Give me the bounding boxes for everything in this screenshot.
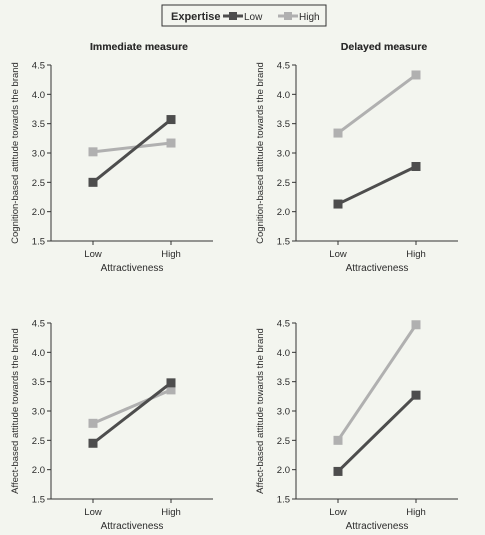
data-point-low: [166, 115, 176, 125]
chart-panel-1: Immediate measure 1.5 2.0 2.5 3.0 3.5 4.0 4.5 Lo…: [10, 41, 213, 274]
y-tick-label: 3.0: [277, 149, 290, 160]
x-axis-label: Attractiveness: [346, 521, 409, 532]
series-line-high: [336, 323, 418, 442]
data-point-low: [88, 438, 98, 448]
legend: Expertise Low High: [161, 4, 327, 27]
data-point-low: [411, 161, 421, 171]
series-line-low: [337, 165, 417, 206]
y-tick-label: 1.5: [277, 495, 290, 506]
data-point-low: [411, 390, 421, 400]
y-tick-label: 2.0: [32, 465, 45, 476]
chart-panel-2: Delayed measure 1.5 2.0 2.5 3.0 3.5 4.0 4.5 Low H…: [255, 41, 458, 274]
legend-item-high: High: [278, 12, 320, 23]
data-point-high: [88, 147, 98, 157]
chart-panel-4: Delayed measure 1.5 2.0 2.5 3.0 3.5 4.0 4.5 Low H…: [255, 41, 458, 532]
panel-title: Delayed measure: [341, 41, 428, 53]
series-line-low: [92, 381, 172, 445]
y-tick-label: 3.0: [277, 407, 290, 418]
data-point-high: [333, 128, 343, 138]
chart-panel-3: Immediate measure 1.5 2.0 2.5 3.0 3.5 4.0 4.5 Lo…: [10, 41, 213, 532]
legend-label-low: Low: [244, 12, 263, 23]
x-tick-label: High: [406, 249, 426, 260]
panel-title: Immediate measure: [90, 41, 188, 53]
x-axis-label: Attractiveness: [101, 521, 164, 532]
x-tick-label: High: [406, 507, 426, 518]
y-tick-label: 2.5: [277, 436, 290, 447]
x-tick-label: Low: [329, 507, 347, 518]
y-tick-label: 2.0: [32, 207, 45, 218]
panel-title: Immediate measure: [90, 41, 188, 53]
data-point-high: [411, 70, 421, 80]
x-tick-label: Low: [84, 507, 102, 518]
legend-title: Expertise: [171, 11, 221, 23]
y-tick-label: 1.5: [277, 237, 290, 248]
y-tick-label: 3.5: [32, 377, 45, 388]
x-tick-label: Low: [84, 249, 102, 260]
data-point-low: [88, 177, 98, 187]
legend-box: [161, 4, 327, 27]
y-tick-label: 4.5: [32, 319, 45, 330]
y-tick-label: 2.5: [32, 436, 45, 447]
y-tick-label: 4.0: [32, 348, 45, 359]
legend-marker-low: [229, 12, 237, 20]
series-line-high: [92, 141, 172, 154]
x-tick-label: High: [161, 507, 181, 518]
y-axis-label: Affect-based attitude towards the brand: [10, 328, 21, 494]
y-tick-label: 3.5: [32, 119, 45, 130]
y-tick-label: 2.0: [277, 207, 290, 218]
y-axis-label: Cognition-based attitude towards the bra…: [10, 62, 21, 244]
legend-label-high: High: [299, 12, 320, 23]
data-point-high: [333, 435, 343, 445]
y-tick-label: 2.5: [277, 178, 290, 189]
data-point-low: [333, 199, 343, 209]
y-tick-label: 4.5: [277, 61, 290, 72]
data-point-high: [411, 320, 421, 330]
y-tick-label: 3.0: [32, 149, 45, 160]
legend-marker-high: [284, 12, 292, 20]
y-tick-label: 2.0: [277, 465, 290, 476]
y-tick-label: 4.5: [277, 319, 290, 330]
x-axis-label: Attractiveness: [346, 263, 409, 274]
data-point-low: [333, 466, 343, 476]
y-axis-label: Affect-based attitude towards the brand: [255, 328, 266, 494]
panel-title: Delayed measure: [341, 41, 428, 53]
y-tick-label: 4.0: [32, 90, 45, 101]
y-tick-label: 3.5: [277, 377, 290, 388]
y-tick-label: 2.5: [32, 178, 45, 189]
series-line-low: [92, 118, 172, 184]
y-axis-label: Cognition-based attitude towards the bra…: [255, 62, 266, 244]
legend-item-low: Low: [223, 12, 263, 23]
data-point-high: [166, 138, 176, 148]
x-tick-label: Low: [329, 249, 347, 260]
series-line-high: [92, 388, 172, 425]
data-point-low: [166, 378, 176, 388]
y-tick-label: 1.5: [32, 237, 45, 248]
x-axis-label: Attractiveness: [101, 263, 164, 274]
data-point-high: [166, 385, 176, 395]
series-line-high: [337, 73, 417, 135]
series-line-low: [336, 394, 418, 473]
x-tick-label: High: [161, 249, 181, 260]
y-tick-label: 3.5: [277, 119, 290, 130]
y-tick-label: 1.5: [32, 495, 45, 506]
y-tick-label: 4.0: [277, 348, 290, 359]
y-tick-label: 4.5: [32, 61, 45, 72]
y-tick-label: 3.0: [32, 407, 45, 418]
data-point-high: [88, 418, 98, 428]
y-tick-label: 4.0: [277, 90, 290, 101]
